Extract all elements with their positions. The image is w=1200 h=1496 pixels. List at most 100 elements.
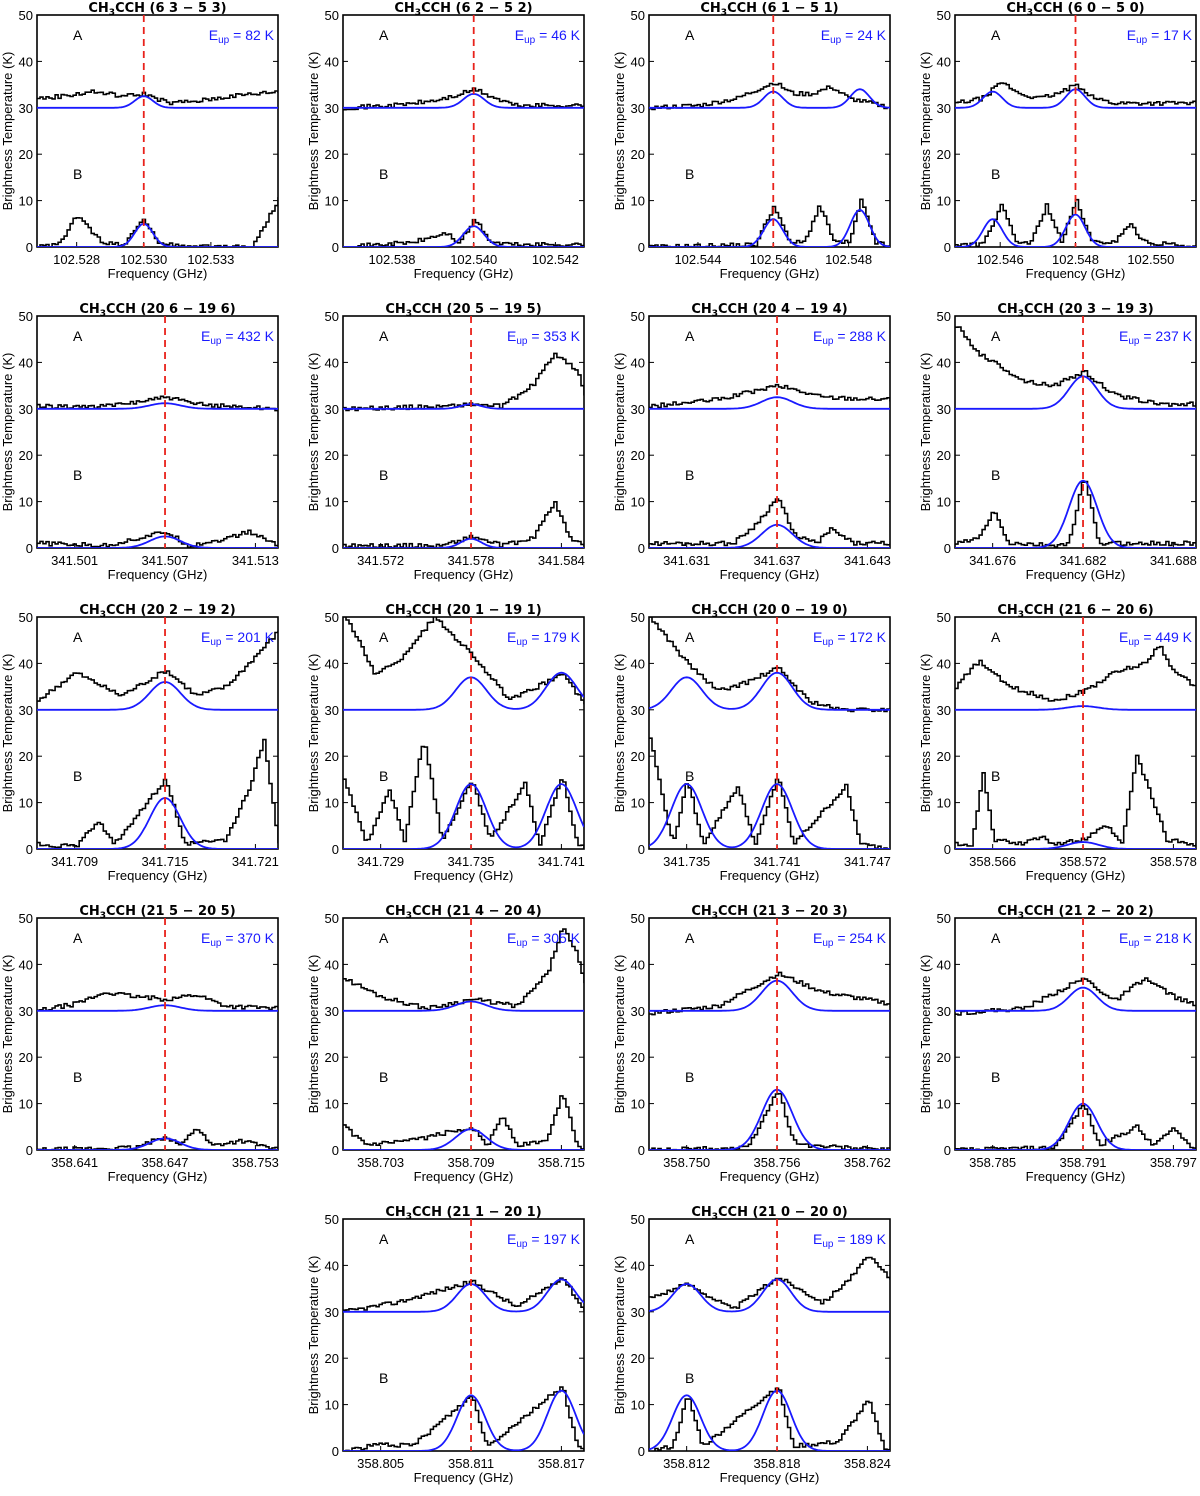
model-spectrum-B [37,1137,278,1150]
model-spectrum-B [649,1088,890,1150]
model-spectrum-B [343,1128,584,1150]
x-tick-label: 358.824 [844,1456,891,1471]
x-axis-label: Frequency (GHz) [414,1169,514,1184]
source-label-A: A [73,930,83,946]
eup-label-part: E [1119,328,1128,344]
plot-frame [36,917,279,1151]
plot-area [955,15,1196,247]
source-label-B: B [73,768,82,784]
x-tick-label: 341.735 [663,854,710,869]
plot-area [343,316,584,548]
x-axis-label: Frequency (GHz) [108,1169,208,1184]
observed-spectrum-A [37,630,278,702]
x-axis-label: Frequency (GHz) [720,266,820,281]
eup-label-part: E [209,27,218,43]
panel-title-part: CH [997,603,1017,618]
y-tick-label: 20 [631,1351,645,1366]
plot-frame [342,1218,585,1452]
x-tick-label: 358.572 [1060,854,1107,869]
eup-label-part: up [210,637,222,648]
plot-area [37,15,278,247]
y-tick-label: 30 [631,402,645,417]
eup-label-part: E [1119,629,1128,645]
x-tick-label: 341.688 [1150,553,1197,568]
eup-label-part: up [822,336,834,347]
panel-title-part: CH [385,1205,405,1220]
x-tick-label: 358.647 [142,1155,189,1170]
eup-label-part: up [822,1239,834,1250]
y-tick-label: 50 [19,911,33,926]
y-tick-label: 30 [19,1004,33,1019]
plot-frame [648,1218,891,1452]
x-tick-label: 358.817 [538,1456,585,1471]
spectrum-panel: 0 10 20 30 40 50 341.631 341.637 341.643 Frequenc… [612,302,891,582]
model-spectrum-B [955,841,1196,849]
y-axis-label: Brightness Temperature (K) [612,353,627,512]
eup-label: Eup = 288 K [813,328,887,347]
source-label-B: B [685,1069,694,1085]
eup-label: Eup = 449 K [1119,629,1193,648]
y-tick-label: 40 [325,54,339,69]
eup-label-part: up [1128,938,1140,949]
y-tick-label: 40 [631,656,645,671]
plot-area [343,617,584,849]
source-label-B: B [991,768,1000,784]
model-spectrum-B [955,479,1196,548]
eup-label-part: E [813,1231,822,1247]
eup-label-part: = 46 K [535,27,580,43]
observed-spectrum-A [345,617,584,705]
y-axis-label: Brightness Temperature (K) [918,52,933,211]
plot-area [649,316,890,548]
y-tick-label: 20 [325,448,339,463]
source-label-A: A [991,930,1001,946]
x-axis-label: Frequency (GHz) [720,567,820,582]
plot-area [343,15,584,247]
observed-spectrum-B [649,737,890,849]
eup-label-part: E [507,930,516,946]
y-tick-label: 30 [937,703,951,718]
x-tick-label: 341.721 [232,854,279,869]
x-tick-label: 358.750 [663,1155,710,1170]
y-tick-label: 10 [937,1097,951,1112]
y-tick-label: 30 [19,402,33,417]
source-label-A: A [379,930,389,946]
panel-title-part: CCH (20 5 − 19 5) [412,302,542,317]
panel-title-part: CCH (21 5 − 20 5) [106,904,236,919]
panel-title-part: CH [691,603,711,618]
eup-label-part: E [1119,930,1128,946]
spectrum-panel: 0 10 20 30 40 50 102.546 102.548 102.550Frequenc… [918,1,1197,281]
plot-area [343,1219,584,1451]
y-tick-label: 20 [937,749,951,764]
spectrum-panel: 0 10 20 30 40 50 341.729 341.735 341.741 Frequenc… [306,603,585,883]
panel-title: CH3CCH (21 4 − 20 4) [385,904,541,921]
x-tick-label: 341.729 [357,854,404,869]
y-tick-label: 0 [332,1143,339,1158]
x-tick-label: 358.756 [754,1155,801,1170]
eup-label-part: = 305 K [527,930,580,946]
y-tick-label: 0 [638,842,645,857]
x-tick-label: 102.546 [750,252,797,267]
model-spectrum-B [649,783,890,849]
y-tick-label: 20 [19,147,33,162]
source-label-A: A [379,27,389,43]
y-axis-label: Brightness Temperature (K) [612,1256,627,1415]
y-tick-label: 20 [325,1050,339,1065]
x-tick-label: 358.785 [969,1155,1016,1170]
panel-title-part: CCH (6 1 − 5 1) [727,1,839,16]
panel-title-part: CCH (20 1 − 19 1) [412,603,542,618]
y-tick-label: 20 [19,448,33,463]
y-tick-label: 20 [937,448,951,463]
y-tick-label: 30 [937,101,951,116]
y-tick-label: 30 [631,101,645,116]
source-label-B: B [685,467,694,483]
x-tick-label: 341.584 [538,553,585,568]
y-tick-label: 50 [631,610,645,625]
y-tick-label: 30 [325,1004,339,1019]
eup-label-part: E [507,328,516,344]
model-spectrum-B [955,213,1196,247]
eup-label-part: up [822,637,834,648]
y-tick-label: 30 [325,1305,339,1320]
eup-label-part: up [210,938,222,949]
observed-spectrum-A [955,645,1196,702]
spectrum-panel: 0 10 20 30 40 50 358.750 358.756 358.762 Frequenc… [612,904,891,1184]
